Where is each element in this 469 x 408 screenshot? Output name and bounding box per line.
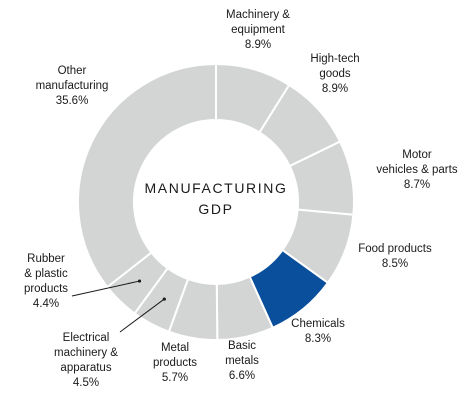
value-label: 8.9%	[322, 83, 348, 95]
label-line: High-tech	[310, 53, 359, 65]
label-basic-metals: Basic metals 6.6%	[225, 340, 259, 382]
label-chemicals: Chemicals 8.3%	[291, 318, 345, 345]
value-label: 5.7%	[162, 372, 188, 384]
leader-dot-rubber-plastic-products	[137, 279, 142, 283]
center-label-line-1: MANUFACTURING	[145, 180, 288, 196]
label-electrical-machinery-apparatus: Electrical machinery & apparatus 4.5%	[54, 332, 118, 389]
label-line: vehicles & parts	[376, 164, 457, 176]
slice-labels: Machinery & equipment 8.9% High-tech goods 8.…	[24, 9, 458, 389]
label-machinery-equipment: Machinery & equipment 8.9%	[226, 9, 290, 51]
value-label: 4.5%	[73, 377, 99, 389]
label-line: Metal	[161, 342, 189, 354]
leader-dot-electrical-machinery-apparatus	[162, 297, 166, 301]
label-line: equipment	[231, 24, 286, 36]
label-other-manufacturing: Other manufacturing 35.6%	[36, 65, 109, 107]
label-line: Basic	[228, 340, 256, 352]
value-label: 8.7%	[404, 179, 430, 191]
label-line: machinery &	[54, 347, 118, 359]
label-food-products: Food products 8.5%	[358, 243, 432, 270]
leader-lines	[71, 279, 166, 333]
label-line: apparatus	[60, 362, 111, 374]
label-line: products	[153, 357, 197, 369]
label-high-tech-goods: High-tech goods 8.9%	[310, 53, 359, 95]
value-label: 4.4%	[33, 298, 59, 310]
leader-line-electrical-machinery-apparatus	[119, 298, 165, 333]
label-metal-products: Metal products 5.7%	[153, 342, 197, 384]
label-line: Other	[58, 65, 87, 77]
label-line: products	[24, 283, 68, 295]
label-line: Food products	[358, 243, 432, 255]
label-line: metals	[225, 355, 259, 367]
label-line: Motor	[402, 149, 432, 161]
label-line: Rubber	[27, 253, 65, 265]
value-label: 35.6%	[56, 95, 89, 107]
label-line: manufacturing	[36, 80, 109, 92]
label-line: Electrical	[63, 332, 110, 344]
label-line: goods	[319, 68, 351, 80]
value-label: 8.9%	[245, 39, 271, 51]
value-label: 6.6%	[229, 370, 255, 382]
label-line: Machinery &	[226, 9, 290, 21]
leader-line-rubber-plastic-products	[71, 280, 140, 297]
donut-slices	[77, 62, 355, 342]
center-label-line-2: GDP	[198, 201, 233, 217]
value-label: 8.3%	[305, 333, 331, 345]
label-rubber-plastic-products: Rubber & plastic products 4.4%	[24, 253, 68, 310]
label-motor-vehicles-parts: Motor vehicles & parts 8.7%	[376, 149, 457, 191]
label-line: & plastic	[24, 268, 68, 280]
label-line: Chemicals	[291, 318, 345, 330]
value-label: 8.5%	[382, 258, 408, 270]
slice-other-manufacturing	[77, 62, 217, 289]
